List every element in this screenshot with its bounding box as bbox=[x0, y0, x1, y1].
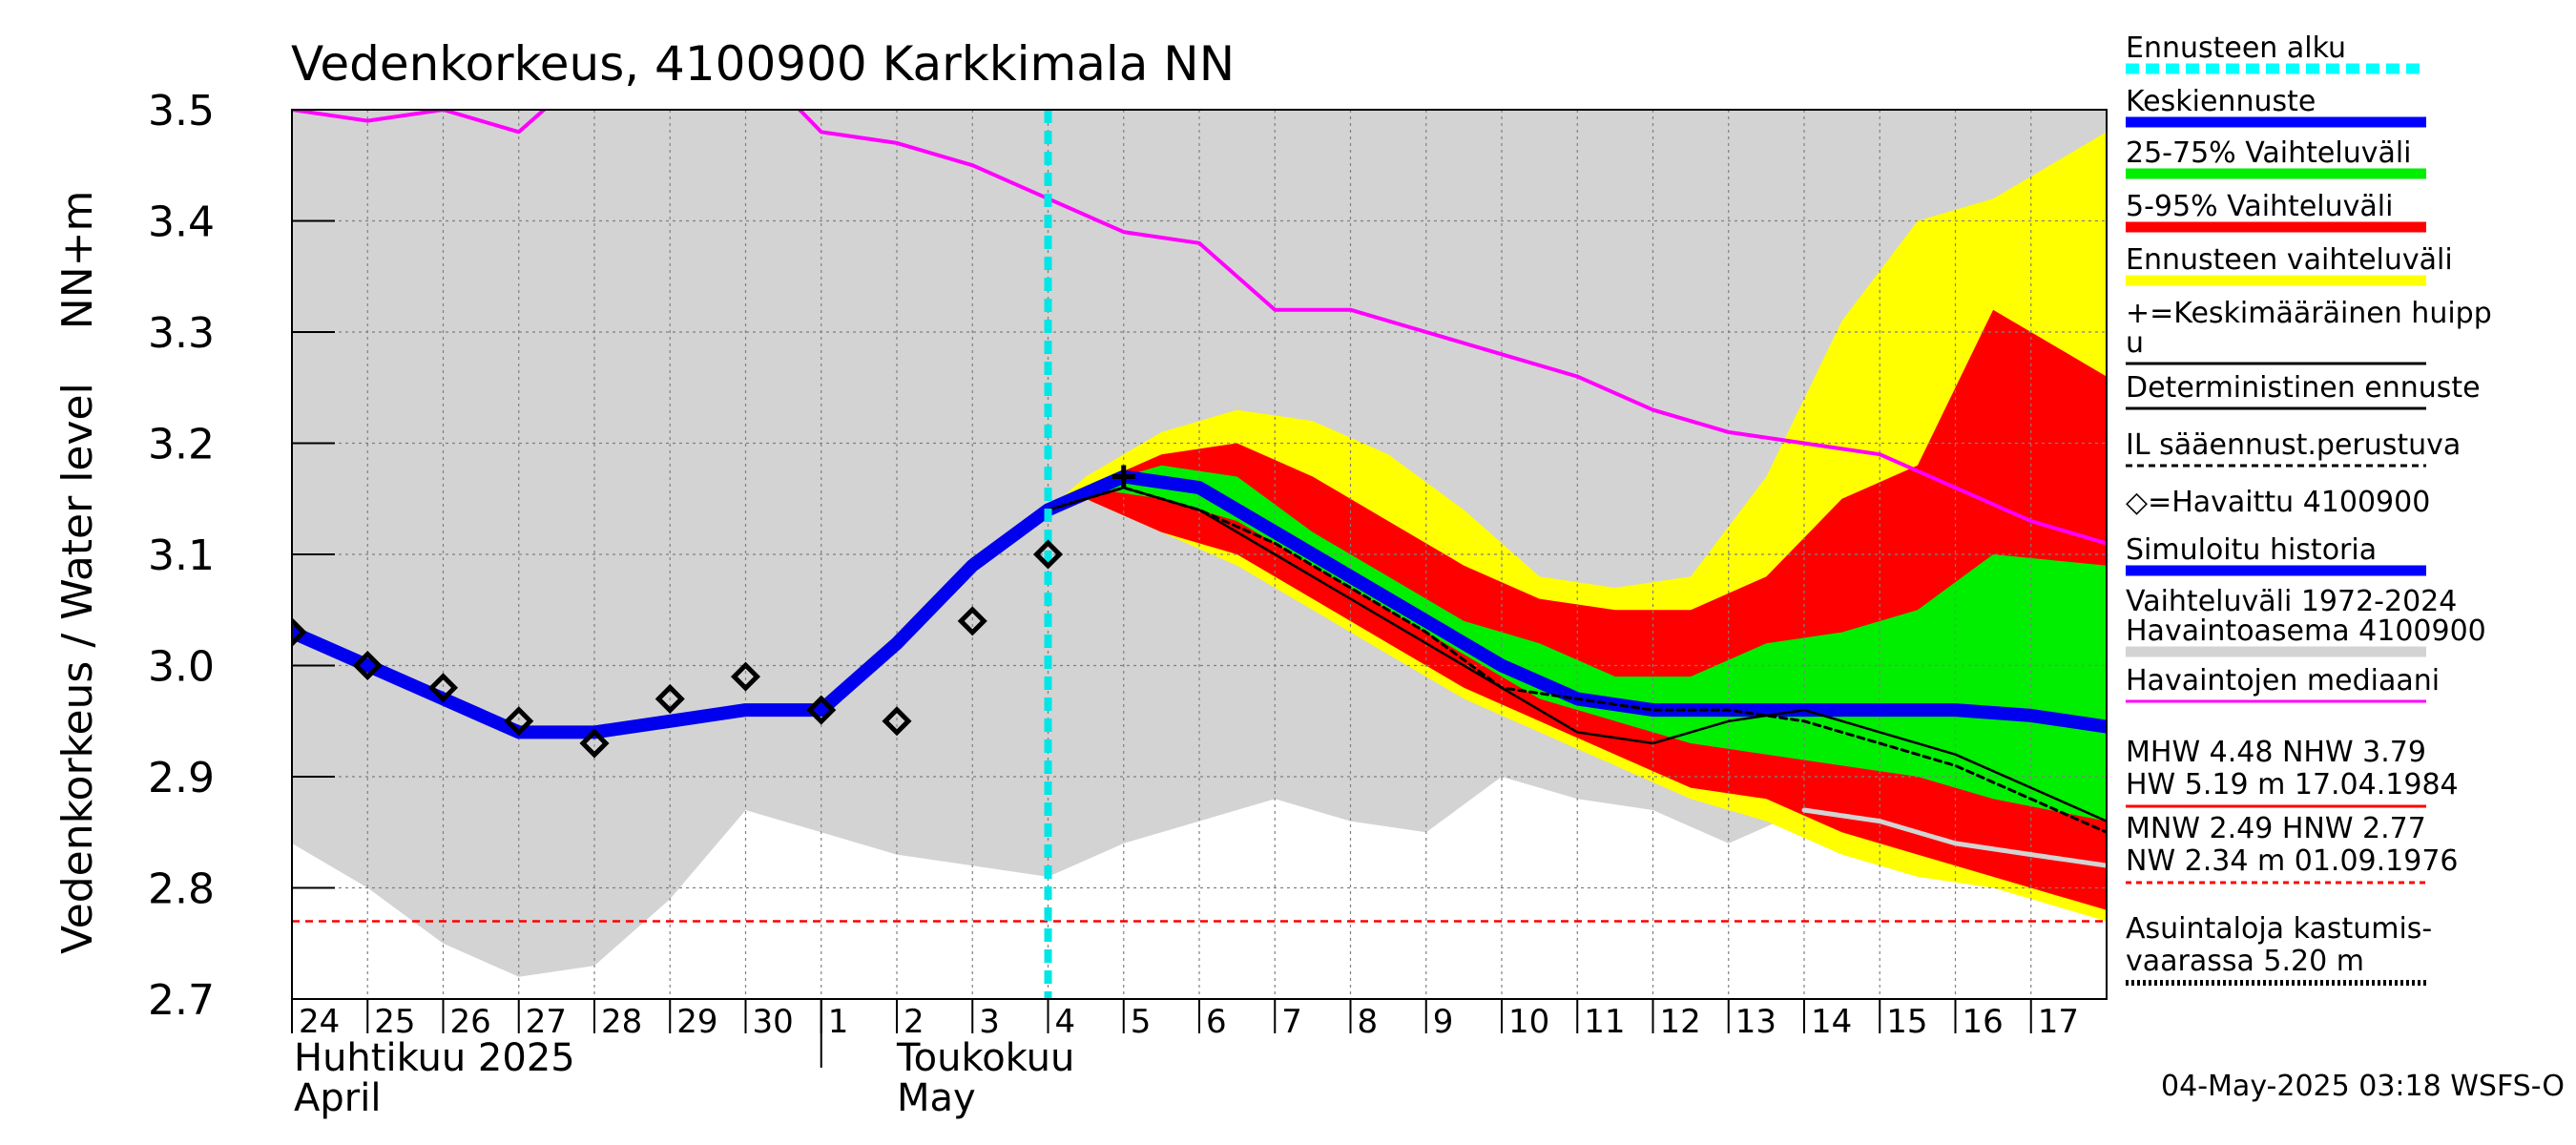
y-tick-label: 2.9 bbox=[148, 754, 215, 802]
x-tick-label: 15 bbox=[1886, 1003, 1927, 1041]
y-tick-label: 3.0 bbox=[148, 643, 215, 692]
x-tick-label: 11 bbox=[1584, 1003, 1625, 1041]
legend-label: 25-75% Vaihteluväli bbox=[2126, 136, 2412, 170]
x-tick-label: 29 bbox=[676, 1003, 717, 1041]
month-label-fi: Toukokuu bbox=[896, 1036, 1074, 1080]
x-tick-label: 9 bbox=[1433, 1003, 1454, 1041]
observed-point bbox=[957, 606, 987, 636]
legend-label: Keskiennuste bbox=[2126, 85, 2316, 118]
legend-label: ◇=Havaittu 4100900 bbox=[2126, 486, 2430, 519]
legend-label: Simuloitu historia bbox=[2126, 533, 2377, 567]
observed-point bbox=[427, 673, 459, 703]
y-tick-label: 2.7 bbox=[148, 976, 215, 1025]
x-tick-label: 26 bbox=[450, 1003, 491, 1041]
y-axis-label: Vedenkorkeus / Water level NN+m bbox=[53, 191, 102, 954]
observed-point bbox=[730, 661, 761, 692]
y-tick-label: 3.1 bbox=[148, 531, 215, 580]
legend-stat-line: MHW 4.48 NHW 3.79 bbox=[2126, 736, 2426, 769]
observed-point bbox=[579, 728, 610, 759]
plot-area bbox=[292, 110, 2107, 999]
month-label-en: May bbox=[897, 1076, 976, 1120]
x-tick-label: 8 bbox=[1358, 1003, 1379, 1041]
observed-point bbox=[654, 683, 685, 714]
observed-point bbox=[352, 650, 383, 681]
legend-stat-line: MNW 2.49 HNW 2.77 bbox=[2126, 812, 2426, 845]
legend-label-cont: u bbox=[2126, 326, 2144, 360]
observed-point bbox=[292, 617, 307, 648]
observed-point bbox=[504, 706, 534, 737]
legend-label: Ennusteen alku bbox=[2126, 31, 2346, 65]
observed-point bbox=[1032, 539, 1064, 570]
x-tick-label: 5 bbox=[1131, 1003, 1152, 1041]
series-deterministinen-ennuste bbox=[1047, 486, 2107, 822]
chart-title: Vedenkorkeus, 4100900 Karkkimala NN bbox=[291, 36, 1235, 92]
series-havaintojen-mediaani bbox=[292, 110, 2107, 546]
legend-label: 5-95% Vaihteluväli bbox=[2126, 190, 2393, 223]
timestamp-footer: 04-May-2025 03:18 WSFS-O bbox=[2161, 1070, 2565, 1103]
x-tick-label: 2 bbox=[904, 1003, 924, 1041]
y-tick-label: 3.2 bbox=[148, 421, 215, 469]
x-tick-label: 3 bbox=[979, 1003, 1000, 1041]
legend-stat-line: vaarassa 5.20 m bbox=[2126, 945, 2364, 978]
legend-label: +=Keskimääräinen huipp bbox=[2126, 297, 2492, 330]
x-tick-label: 7 bbox=[1281, 1003, 1302, 1041]
y-tick-label: 3.3 bbox=[148, 309, 215, 358]
legend-stat-line: Asuintaloja kastumis- bbox=[2126, 912, 2432, 946]
x-tick-label: 14 bbox=[1811, 1003, 1852, 1041]
legend-label: Deterministinen ennuste bbox=[2126, 371, 2481, 405]
observed-point bbox=[806, 695, 837, 725]
y-tick-label: 3.5 bbox=[148, 87, 215, 135]
series-low-line bbox=[1801, 807, 2107, 868]
x-tick-label: 28 bbox=[601, 1003, 642, 1041]
y-tick-label: 2.8 bbox=[148, 865, 215, 914]
plot-content bbox=[292, 110, 2107, 999]
legend-label: Ennusteen vaihteluväli bbox=[2126, 243, 2453, 277]
x-tick-label: 17 bbox=[2038, 1003, 2079, 1041]
x-tick-label: 25 bbox=[374, 1003, 415, 1041]
x-tick-label: 13 bbox=[1735, 1003, 1776, 1041]
legend: Ennusteen alku Keskiennuste 25-75% Vaihtel… bbox=[2126, 31, 2492, 986]
x-tick-label: 6 bbox=[1206, 1003, 1227, 1041]
legend-label: Vaihteluväli 1972-2024 bbox=[2126, 585, 2457, 618]
x-tick-label: 30 bbox=[753, 1003, 794, 1041]
axes: 2.72.82.93.03.13.23.33.43.524 25 26 27 28 29 3… bbox=[148, 87, 2108, 1120]
x-tick-label: 16 bbox=[1963, 1003, 2004, 1041]
x-tick-label: 10 bbox=[1508, 1003, 1549, 1041]
legend-stat-line: HW 5.19 m 17.04.1984 bbox=[2126, 768, 2459, 802]
legend-label: IL sääennust.perustuva bbox=[2126, 428, 2461, 462]
x-tick-label: 1 bbox=[828, 1003, 849, 1041]
legend-label-cont: Havaintoasema 4100900 bbox=[2126, 614, 2486, 648]
month-label-en: April bbox=[294, 1076, 381, 1120]
y-tick-label: 3.4 bbox=[148, 198, 215, 247]
legend-label: Havaintojen mediaani bbox=[2126, 664, 2440, 697]
x-tick-label: 4 bbox=[1055, 1003, 1076, 1041]
series-il-saaennust-perustuva bbox=[1047, 486, 2107, 834]
x-tick-label: 27 bbox=[526, 1003, 567, 1041]
mean-peak-marker bbox=[1111, 465, 1135, 489]
legend-stat-line: NW 2.34 m 01.09.1976 bbox=[2126, 844, 2459, 878]
observed-point bbox=[882, 706, 912, 737]
x-tick-label: 12 bbox=[1660, 1003, 1701, 1041]
x-tick-label: 24 bbox=[299, 1003, 340, 1041]
month-label-fi: Huhtikuu 2025 bbox=[294, 1036, 575, 1080]
